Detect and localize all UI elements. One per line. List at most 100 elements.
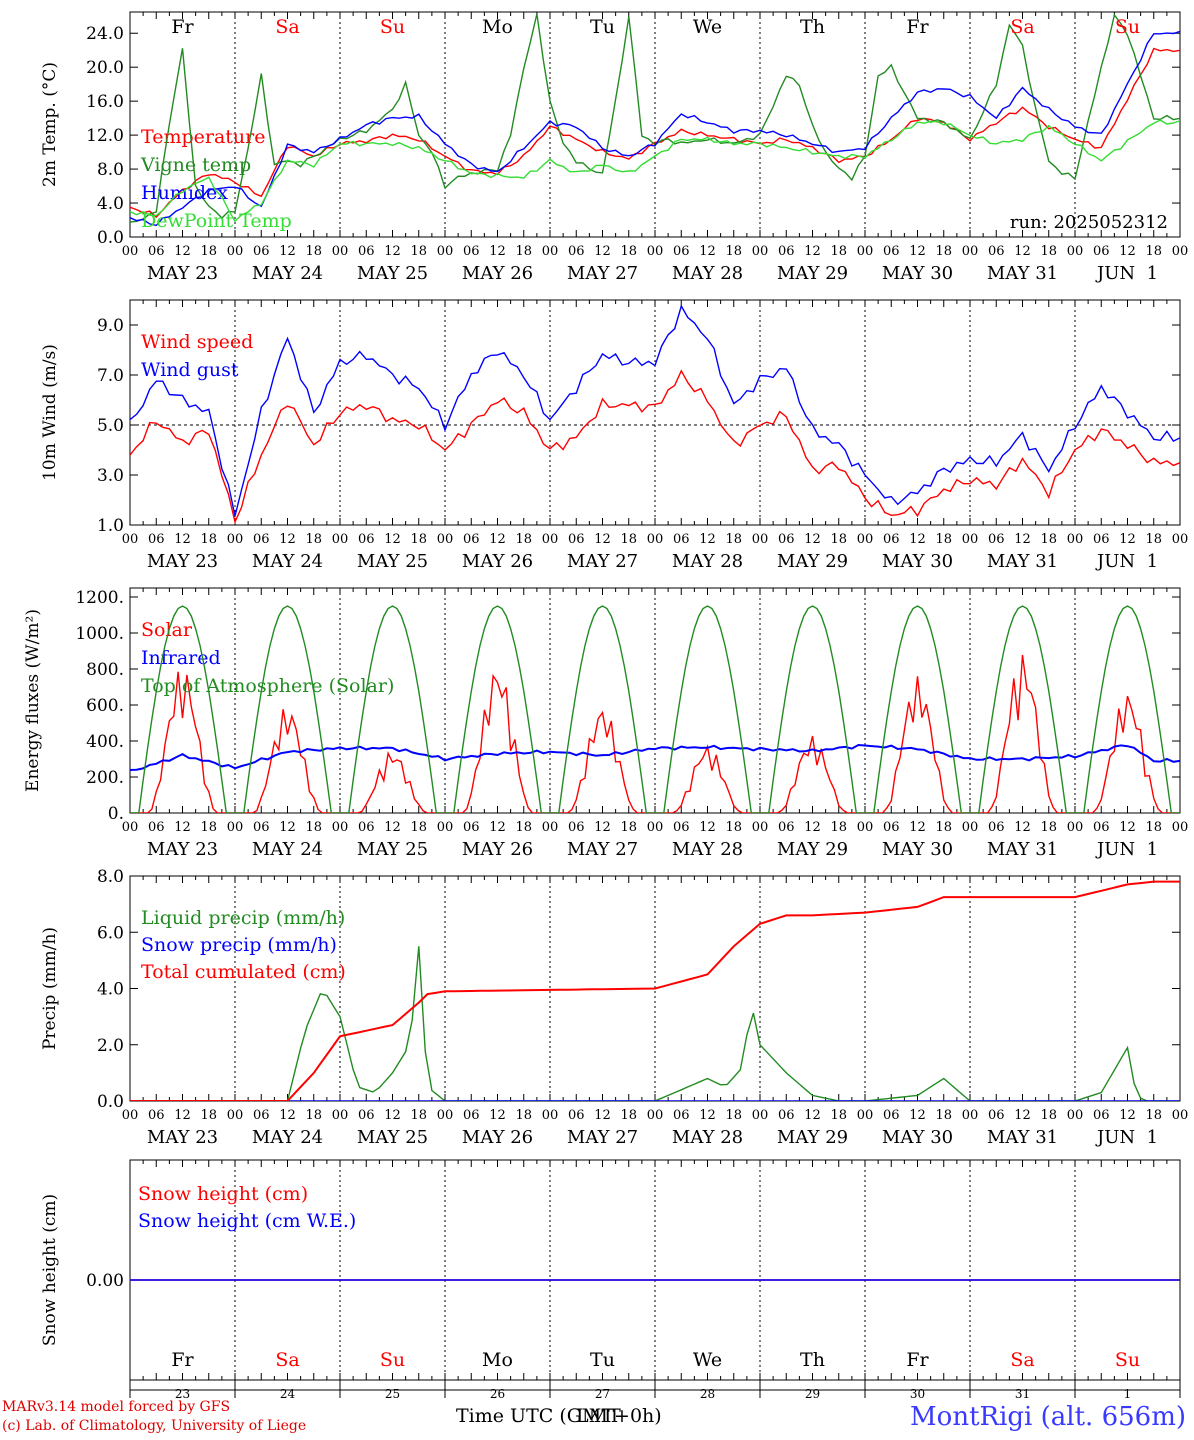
hour-tick-label: 00 [647,244,664,259]
day-number: 26 [490,1387,505,1401]
date-label: MAY 26 [462,839,533,860]
legend-entry: Snow height (cm W.E.) [138,1210,356,1232]
hour-tick-label: 12 [489,820,506,835]
date-label: MAY 31 [987,1127,1058,1148]
date-label: MAY 26 [462,263,533,284]
hour-tick-label: 12 [384,244,401,259]
series-line-humidex [130,30,1180,227]
y-tick-label: 9.0 [97,316,124,336]
day-label-bottom: Tu [590,1349,615,1371]
hour-tick-label: 12 [174,532,191,547]
hour-tick-label: 12 [1119,244,1136,259]
series-line-dewpoint-temp [130,119,1180,223]
y-tick-label: 2.0 [97,1036,124,1056]
hour-tick-label: 06 [883,1108,900,1123]
hour-tick-label: 00 [437,244,454,259]
run-label: run: 2025052312 [1010,212,1168,233]
day-label-top: Su [1115,16,1140,38]
hour-tick-label: 12 [804,1108,821,1123]
hour-tick-label: 00 [1067,532,1084,547]
hour-tick-label: 06 [673,532,690,547]
y-tick-label: 600. [86,696,124,716]
day-label-top: Sa [1010,16,1034,38]
day-label-top: Fr [906,16,929,38]
hour-tick-label: 12 [1014,244,1031,259]
hour-tick-label: 00 [1172,244,1189,259]
day-label-bottom: Sa [1010,1349,1034,1371]
hour-tick-label: 06 [253,532,270,547]
hour-tick-label: 12 [384,532,401,547]
hour-tick-label: 06 [568,532,585,547]
date-label: MAY 23 [147,839,218,860]
hour-tick-label: 06 [883,820,900,835]
y-tick-label: 800. [86,660,124,680]
date-label: MAY 23 [147,263,218,284]
hour-tick-label: 00 [962,1108,979,1123]
hour-tick-label: 18 [1040,244,1057,259]
hour-tick-label: 12 [1119,820,1136,835]
y-axis-label: 2m Temp. (°C) [40,62,60,187]
hour-tick-label: 18 [410,820,427,835]
hour-tick-label: 18 [935,1108,952,1123]
hour-tick-label: 00 [962,532,979,547]
day-label-bottom: Su [1115,1349,1140,1371]
hour-tick-label: 06 [148,244,165,259]
panel-3: Energy fluxes (W/m²) 0. 200. 400. 600. 800. 10… [23,587,1189,860]
y-tick-label: 3.0 [97,466,124,486]
hour-tick-label: 12 [909,532,926,547]
panel-1: 2m Temp. (°C) 0.0 4.0 8.0 12.0 16.0 20.0 24.0 00… [40,11,1189,284]
date-label: MAY 26 [462,551,533,572]
y-tick-label: 0.0 [97,1092,124,1112]
hour-tick-label: 12 [1014,1108,1031,1123]
y-tick-label: 0.0 [97,228,124,248]
hour-tick-label: 00 [227,820,244,835]
hour-tick-label: 06 [988,532,1005,547]
hour-tick-label: 18 [935,532,952,547]
hour-tick-label: 12 [594,820,611,835]
day-number: 27 [595,1387,610,1401]
hour-tick-label: 12 [804,244,821,259]
hour-tick-label: 18 [1145,1108,1162,1123]
series-line-total-cumulated-cm- [130,880,1180,1101]
hour-tick-label: 06 [463,532,480,547]
hour-tick-label: 18 [830,244,847,259]
hour-tick-label: 12 [279,1108,296,1123]
y-tick-label: 200. [86,768,124,788]
hour-tick-label: 12 [384,820,401,835]
hour-tick-label: 00 [542,820,559,835]
hour-tick-label: 00 [122,820,139,835]
hour-tick-label: 18 [725,1108,742,1123]
date-label: MAY 30 [882,551,953,572]
hour-tick-label: 18 [200,532,217,547]
hour-tick-label: 18 [830,532,847,547]
date-label: MAY 24 [252,1127,323,1148]
hour-tick-label: 18 [305,244,322,259]
y-tick-label: 5.0 [97,416,124,436]
hour-tick-label: 06 [673,244,690,259]
hour-tick-label: 00 [1172,820,1189,835]
hour-tick-label: 06 [988,1108,1005,1123]
hour-tick-label: 06 [673,820,690,835]
hour-tick-label: 18 [200,1108,217,1123]
hour-tick-label: 18 [1040,1108,1057,1123]
hour-tick-label: 18 [410,1108,427,1123]
hour-tick-label: 00 [542,532,559,547]
hour-tick-label: 00 [227,532,244,547]
date-label: MAY 29 [777,263,848,284]
y-tick-label: 1.0 [97,516,124,536]
hour-tick-label: 06 [358,244,375,259]
hour-tick-label: 06 [148,1108,165,1123]
hour-tick-label: 12 [1014,532,1031,547]
date-label: MAY 27 [567,551,638,572]
hour-tick-label: 18 [935,244,952,259]
series-line-temperature [130,47,1180,219]
date-label: MAY 30 [882,1127,953,1148]
date-label: MAY 28 [672,839,743,860]
hour-tick-label: 00 [857,1108,874,1123]
date-label: MAY 26 [462,1127,533,1148]
legend-entry: Top of Atmosphere (Solar) [141,675,394,697]
hour-tick-label: 18 [305,820,322,835]
date-label: MAY 24 [252,839,323,860]
hour-tick-label: 18 [725,244,742,259]
day-label-top: Tu [590,16,615,38]
